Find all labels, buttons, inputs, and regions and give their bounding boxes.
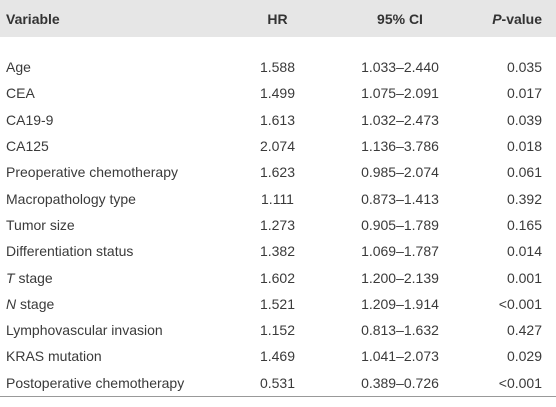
table-cell: 0.985–2.074 (361, 164, 439, 181)
table-cell: 1.499 (259, 85, 296, 102)
table-cell: 1.209–1.914 (361, 295, 439, 312)
table-cell: 0.905–1.789 (361, 216, 439, 233)
table-row: Lymphovascular invasion 1.152 0.813–1.632 0… (0, 317, 556, 343)
table-row: Postoperative chemotherapy 0.531 0.389–0.7… (0, 369, 556, 397)
table-row: CEA 1.499 1.075–2.091 0.017 (0, 80, 556, 106)
header-cell: 95% CI (325, 0, 475, 37)
table-row: CA125 2.074 1.136–3.786 0.018 (0, 133, 556, 159)
table-row: Differentiation status 1.382 1.069–1.787 0.… (0, 238, 556, 264)
table-row: Age 1.588 1.033–2.440 0.035 (0, 37, 556, 80)
table-cell: 1.033–2.440 (361, 59, 439, 76)
table-cell: CA19-9 (6, 111, 54, 128)
table-cell: 1.032–2.473 (361, 111, 439, 128)
table-row: CA19-9 1.613 1.032–2.473 0.039 (0, 107, 556, 133)
table-body: Age 1.588 1.033–2.440 0.035 CEA 1.499 1.075–2.… (0, 37, 556, 397)
table-cell: 1.041–2.073 (361, 348, 439, 365)
table-cell: 0.001 (506, 269, 542, 286)
table-cell: 0.427 (506, 322, 542, 339)
table-cell: 0.018 (506, 138, 542, 155)
table-cell: Macropathology type (6, 190, 136, 207)
header-row: Variable HR 95% CI P-value (0, 0, 556, 37)
table-cell: 0.017 (506, 85, 542, 102)
table-cell: CEA (6, 85, 35, 102)
table-cell: T stage (6, 269, 53, 286)
table-cell: 1.075–2.091 (361, 85, 439, 102)
table-cell: 1.602 (259, 269, 296, 286)
table-cell: 0.392 (506, 190, 542, 207)
table-cell: 1.469 (259, 348, 296, 365)
table-cell: 1.588 (259, 59, 296, 76)
table-row: Tumor size 1.273 0.905–1.789 0.165 (0, 212, 556, 238)
table-cell: <0.001 (475, 369, 556, 397)
header-cell: P-value (475, 0, 556, 37)
table-cell: 1.069–1.787 (361, 243, 439, 260)
table-cell: 0.035 (506, 59, 542, 76)
table-cell: Tumor size (6, 216, 75, 233)
table-cell: Lymphovascular invasion (6, 322, 163, 339)
table-cell: Postoperative chemotherapy (0, 369, 230, 397)
table-cell: 1.382 (259, 243, 296, 260)
table-cell: 1.200–2.139 (361, 269, 439, 286)
table-cell: 1.136–3.786 (361, 138, 439, 155)
table-cell: 1.273 (259, 216, 296, 233)
results-table: Variable HR 95% CI P-value Age 1.588 1.033… (0, 0, 556, 397)
table-row: Preoperative chemotherapy 1.623 0.985–2.07… (0, 159, 556, 185)
table-cell: 2.074 (259, 138, 296, 155)
table-cell: 0.165 (506, 216, 542, 233)
table-row: T stage 1.602 1.200–2.139 0.001 (0, 264, 556, 290)
table-cell: Preoperative chemotherapy (6, 164, 178, 181)
table-cell: 0.029 (506, 348, 542, 365)
table-cell: 1.111 (261, 190, 294, 207)
table-cell: <0.001 (498, 295, 542, 312)
table-row: Macropathology type 1.111 0.873–1.413 0.392 (0, 185, 556, 211)
table-cell: N stage (6, 295, 55, 312)
table-cell: 0.873–1.413 (361, 190, 439, 207)
table-cell: 0.039 (506, 111, 542, 128)
table-row: KRAS mutation 1.469 1.041–2.073 0.029 (0, 343, 556, 369)
table-cell: 0.531 (230, 369, 325, 397)
header-cell: HR (230, 0, 325, 37)
table-cell: CA125 (6, 138, 49, 155)
table-cell: 0.813–1.632 (361, 322, 439, 339)
table-cell: Age (6, 59, 31, 76)
table-cell: 1.623 (259, 164, 296, 181)
table-cell: 1.521 (259, 295, 296, 312)
table-cell: KRAS mutation (6, 348, 102, 365)
table-cell: 0.014 (506, 243, 542, 260)
table-cell: 0.389–0.726 (325, 369, 475, 397)
header-cell: Variable (0, 0, 230, 37)
table-cell: 1.152 (259, 322, 296, 339)
table-cell: Differentiation status (6, 243, 134, 260)
table-cell: 1.613 (259, 111, 296, 128)
table-row: N stage 1.521 1.209–1.914 <0.001 (0, 291, 556, 317)
table-cell: 0.061 (506, 164, 542, 181)
